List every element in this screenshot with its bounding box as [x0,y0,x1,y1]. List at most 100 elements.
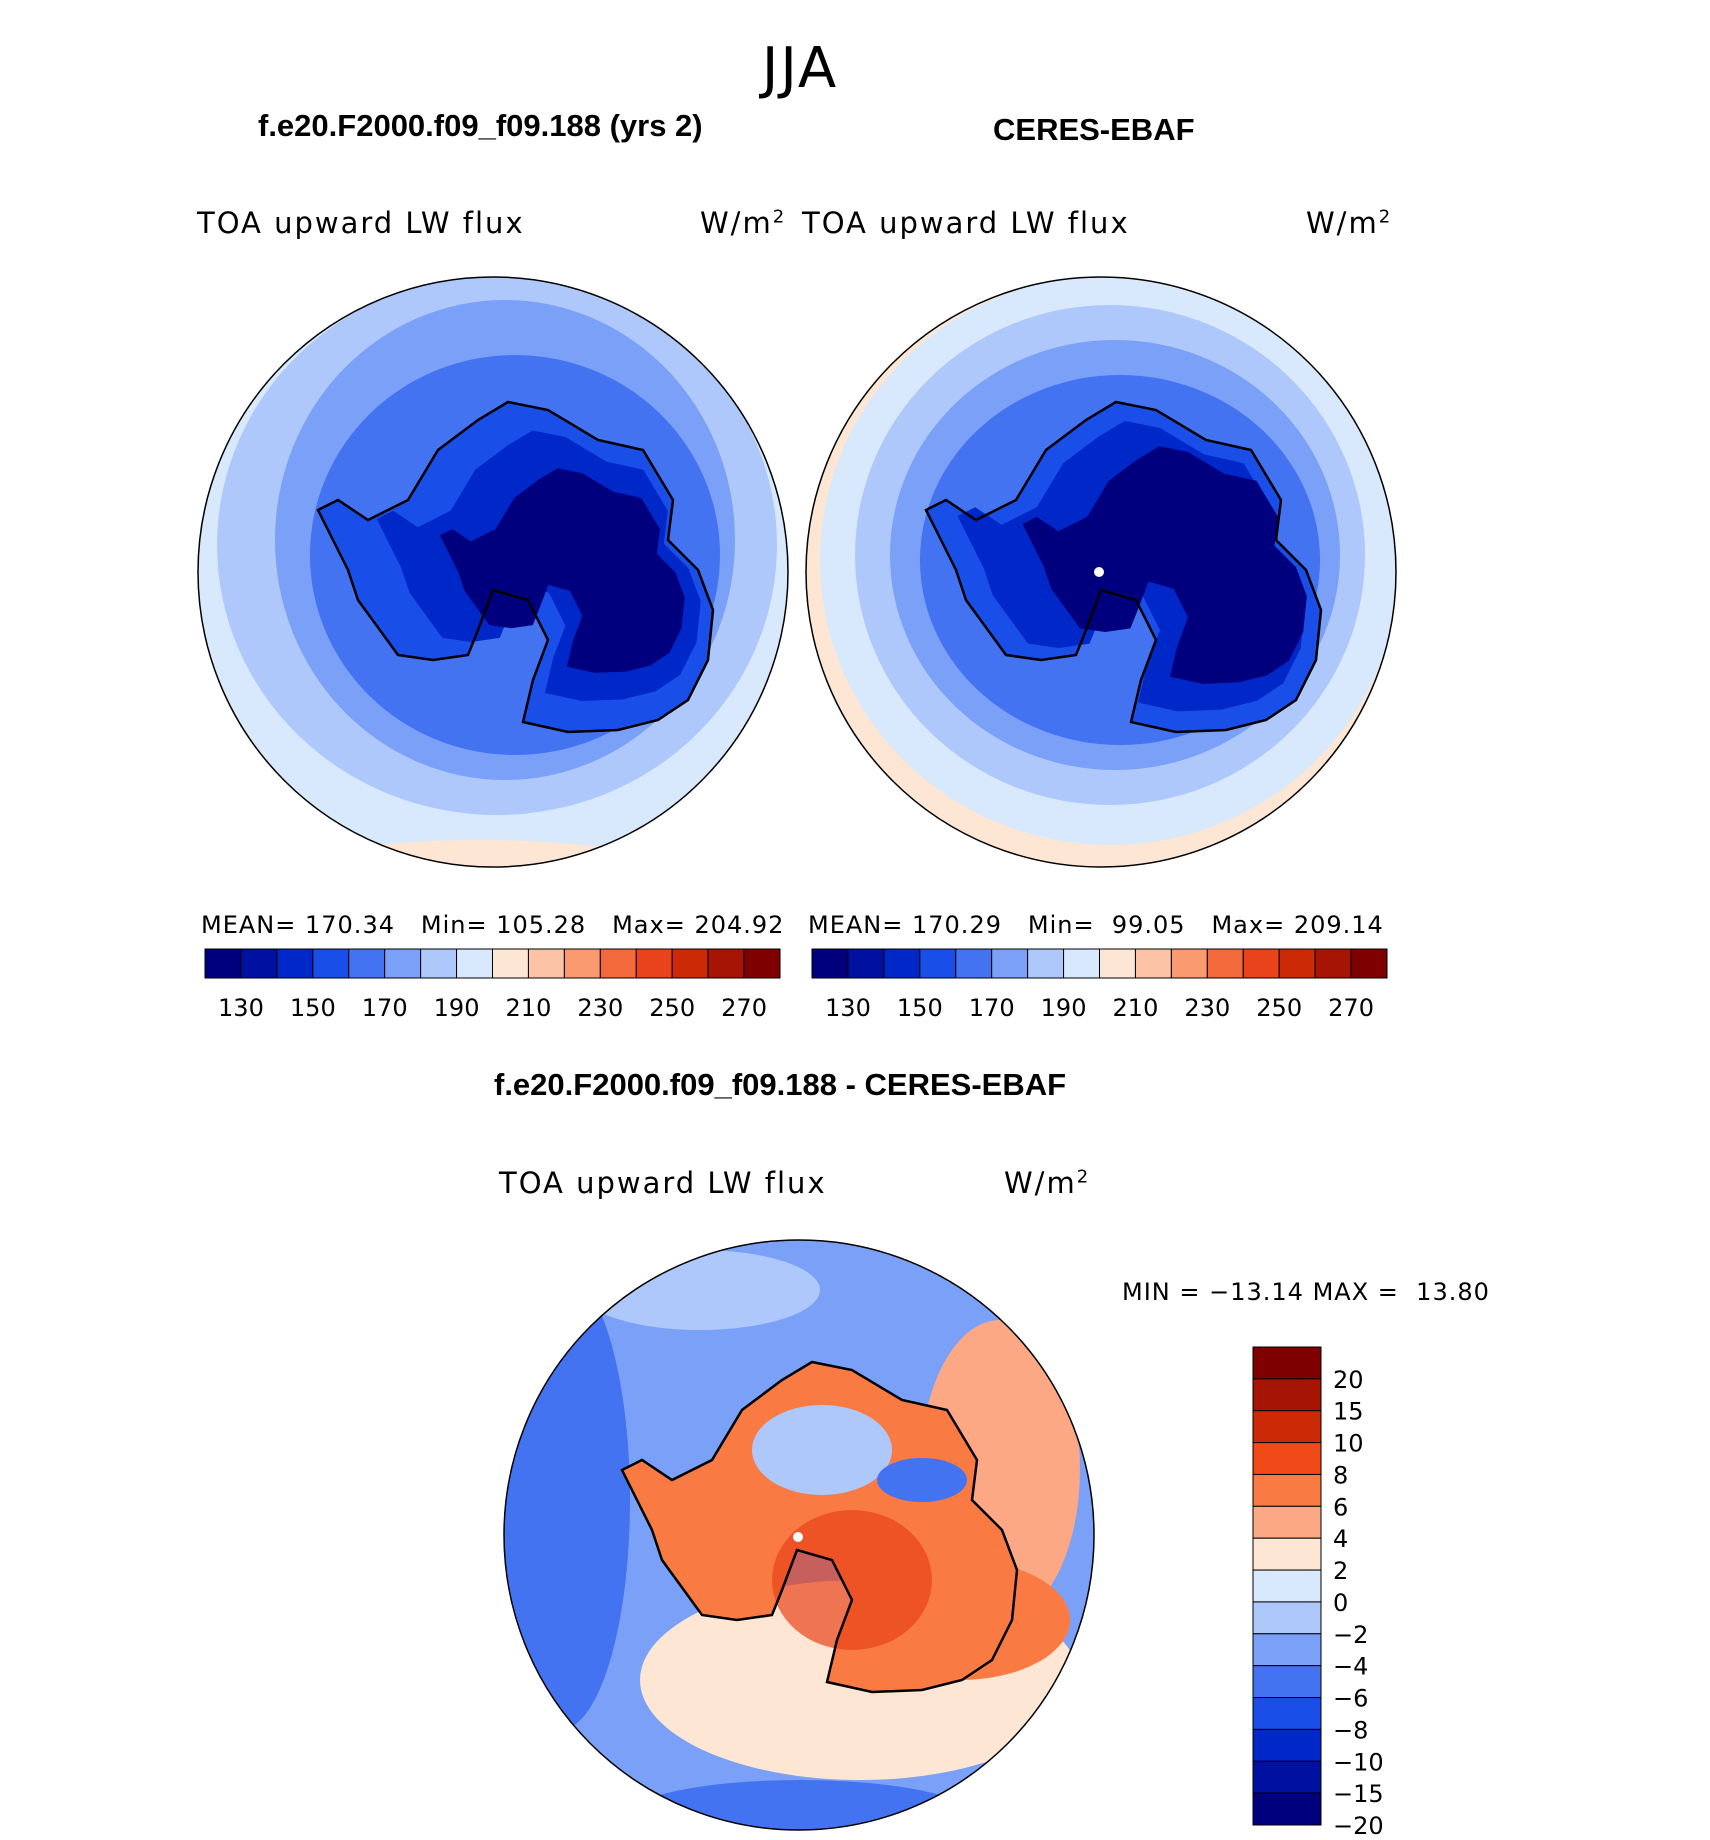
model-colorbar-tick-label: 150 [290,994,336,1022]
diff-colorbar-swatch [1252,1633,1322,1667]
model-colorbar-swatch [348,948,386,979]
obs-colorbar-swatch [847,948,885,979]
diff-units: W/m2 [1004,1166,1091,1200]
obs-colorbar-tick-label: 250 [1256,994,1302,1022]
diff-colorbar-swatch [1252,1792,1322,1826]
model-colorbar-swatch [527,948,565,979]
model-colorbar-swatch [384,948,422,979]
diff-colorbar-tick-label: −10 [1333,1748,1384,1776]
model-colorbar-swatch [312,948,350,979]
obs-panel-title: CERES-EBAF [993,112,1195,147]
model-colorbar-tick-label: 170 [362,994,408,1022]
obs-colorbar-swatch [919,948,957,979]
diff-colorbar-swatch [1252,1728,1322,1762]
obs-colorbar-swatch [955,948,993,979]
diff-min: −13.14 [1209,1278,1304,1306]
obs-colorbar-swatch [1134,948,1172,979]
obs-colorbar-swatch [1350,948,1388,979]
diff-colorbar-swatch [1252,1410,1322,1444]
diff-stats: MIN = −13.14 MAX = 13.80 [1122,1278,1490,1306]
model-colorbar-swatch [240,948,278,979]
diff-colorbar-swatch [1252,1537,1322,1571]
obs-colorbar: 130 150 170 190 210 230 250 270 [811,948,1388,1022]
obs-colorbar-swatch [1242,948,1280,979]
model-colorbar-swatch [743,948,781,979]
diff-colorbar-tick-label: −2 [1333,1621,1368,1649]
model-colorbar-swatch [456,948,493,979]
obs-colorbar-tick-label: 130 [825,994,871,1022]
diff-colorbar-swatch [1252,1473,1322,1507]
obs-stats: MEAN= 170.29 Min= 99.05 Max= 209.14 [808,911,1384,939]
diff-colorbar-tick-label: 15 [1333,1398,1364,1426]
model-colorbar-tick-label: 210 [506,994,552,1022]
diff-colorbar-swatch [1252,1346,1322,1380]
diff-colorbar-swatch [1252,1665,1322,1699]
obs-colorbar-tick-label: 210 [1113,994,1159,1022]
model-max: 204.92 [694,911,785,939]
diff-max: 13.80 [1416,1278,1490,1306]
model-colorbar-swatch [635,948,673,979]
diff-colorbar-swatch [1252,1378,1322,1412]
obs-colorbar-swatch [1170,948,1208,979]
obs-colorbar-swatch [883,948,921,979]
diff-colorbar-tick-label: −8 [1333,1716,1368,1744]
diff-colorbar-swatch [1252,1760,1322,1794]
obs-max: 209.14 [1293,911,1384,939]
model-colorbar-tick-label: 190 [434,994,480,1022]
diff-colorbar-swatch [1252,1505,1322,1539]
model-units: W/m2 [700,206,787,240]
model-colorbar: 130 150 170 190 210 230 250 270 [204,948,781,1022]
diff-colorbar-tick-label: −20 [1333,1812,1384,1840]
model-colorbar-swatch [276,948,314,979]
diff-colorbar-tick-label: 10 [1333,1430,1364,1458]
obs-colorbar-tick-label: 270 [1328,994,1374,1022]
diff-colorbar-swatch [1252,1442,1322,1475]
model-colorbar-swatch [420,948,458,979]
diff-panel-title: f.e20.F2000.f09_f09.188 - CERES-EBAF [494,1067,1067,1102]
model-mean: 170.34 [305,911,395,939]
obs-field-label: TOA upward LW flux [802,206,1130,240]
obs-colorbar-tick-label: 150 [897,994,943,1022]
season-title: JJA [761,36,839,101]
model-colorbar-tick-label: 270 [721,994,767,1022]
model-field-label: TOA upward LW flux [197,206,525,240]
diff-colorbar-tick-label: 0 [1333,1589,1348,1617]
obs-colorbar-tick-label: 230 [1184,994,1230,1022]
diff-colorbar-tick-label: −4 [1333,1653,1368,1681]
obs-colorbar-swatch [1206,948,1244,979]
diff-colorbar-swatch [1252,1569,1322,1603]
diff-map [503,1239,1095,1831]
model-colorbar-tick-label: 250 [649,994,695,1022]
model-stats: MEAN= 170.34 Min= 105.28 Max= 204.92 [201,911,785,939]
model-colorbar-swatch [492,948,529,979]
model-colorbar-swatch [563,948,601,979]
model-colorbar-tick-label: 130 [218,994,264,1022]
obs-colorbar-swatch [1063,948,1100,979]
diff-colorbar-tick-label: 8 [1333,1461,1348,1489]
model-colorbar-swatch [204,948,242,979]
diff-colorbar-swatch [1252,1697,1322,1730]
model-colorbar-tick-label: 230 [577,994,623,1022]
model-min: 105.28 [496,911,587,939]
diff-colorbar-tick-label: 2 [1333,1557,1348,1585]
diff-colorbar-tick-label: −15 [1333,1780,1384,1808]
diff-field-label: TOA upward LW flux [499,1166,827,1200]
obs-colorbar-swatch [1278,948,1316,979]
diff-colorbar-tick-label: 20 [1333,1366,1364,1394]
obs-units: W/m2 [1306,206,1393,240]
model-colorbar-swatch [671,948,709,979]
obs-map [805,276,1397,868]
model-colorbar-swatch [707,948,745,979]
obs-min: 99.05 [1111,911,1186,939]
obs-colorbar-tick-label: 190 [1041,994,1087,1022]
obs-colorbar-tick-label: 170 [969,994,1015,1022]
diff-colorbar-tick-label: 4 [1333,1525,1348,1553]
obs-colorbar-swatch [1314,948,1352,979]
obs-colorbar-swatch [1027,948,1065,979]
obs-colorbar-swatch [811,948,849,979]
model-colorbar-swatch [599,948,637,979]
diff-colorbar-swatch [1252,1601,1322,1635]
diff-colorbar-tick-label: −6 [1333,1685,1368,1713]
